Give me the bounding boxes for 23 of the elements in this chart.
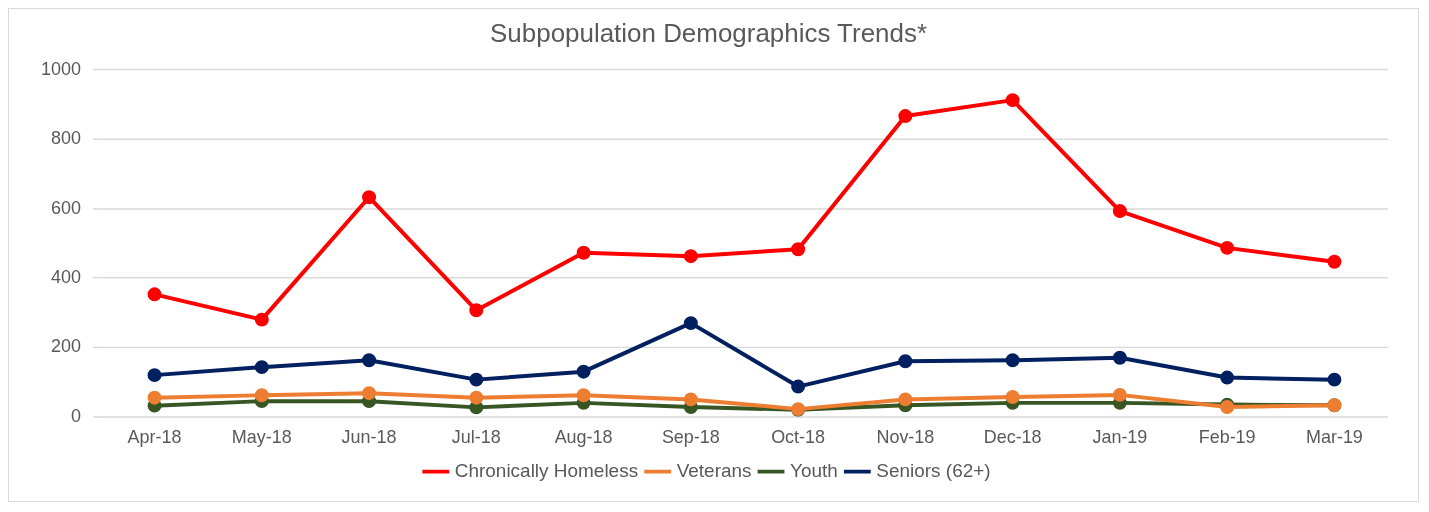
y-tick-label: 200 xyxy=(50,336,81,357)
y-tick-label: 1000 xyxy=(40,58,81,79)
chart-title: Subpopulation Demographics Trends* xyxy=(490,18,927,47)
y-tick-label: 600 xyxy=(50,197,81,218)
y-tick-label: 800 xyxy=(50,128,81,149)
legend-label: Seniors (62+) xyxy=(876,459,991,481)
x-tick-label: Jul-18 xyxy=(451,427,501,448)
x-tick-label: Jan-19 xyxy=(1092,427,1148,448)
y-tick-label: 400 xyxy=(50,267,81,287)
x-tick-label: Apr-18 xyxy=(127,427,182,448)
x-tick-label: Oct-18 xyxy=(771,427,826,448)
legend-label: Chronically Homeless xyxy=(454,459,639,481)
x-tick-label: Nov-18 xyxy=(876,427,935,448)
x-tick-label: Jun-18 xyxy=(341,427,397,448)
x-tick-label: Mar-19 xyxy=(1305,427,1363,448)
y-tick-label: 0 xyxy=(70,405,81,426)
x-tick-label: Feb-19 xyxy=(1198,427,1256,448)
x-tick-label: Aug-18 xyxy=(554,427,613,448)
x-tick-label: Sep-18 xyxy=(661,427,720,448)
x-tick-label: Dec-18 xyxy=(983,427,1042,448)
x-tick-label: May-18 xyxy=(231,427,292,448)
legend-label: Veterans xyxy=(676,459,752,481)
legend-label: Youth xyxy=(790,459,838,481)
